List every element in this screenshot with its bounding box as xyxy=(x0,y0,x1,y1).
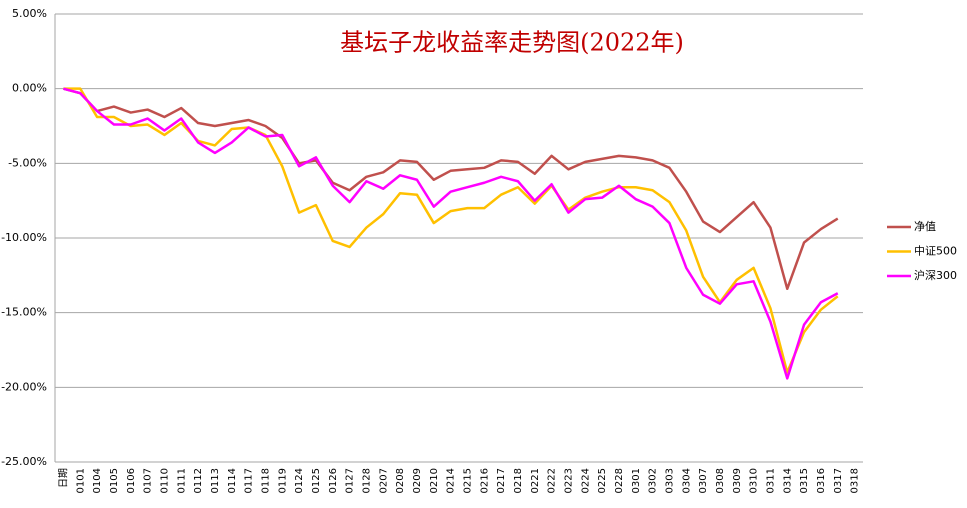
y-tick-label: -25.00% xyxy=(1,455,47,468)
x-tick-label: 0110 xyxy=(159,468,170,493)
x-tick-label: 0112 xyxy=(193,468,204,493)
x-tick-label: 0111 xyxy=(176,468,187,493)
legend-label: 净值 xyxy=(914,219,936,233)
x-tick-label: 0316 xyxy=(816,468,827,493)
x-tick-label: 0105 xyxy=(109,468,120,493)
x-tick-label: 0104 xyxy=(92,468,103,493)
x-tick-label: 0125 xyxy=(311,468,322,493)
x-tick-label: 0308 xyxy=(715,468,726,493)
x-tick-label: 0126 xyxy=(328,468,339,493)
x-tick-label: 0311 xyxy=(765,468,776,493)
x-tick-label: 0117 xyxy=(244,468,255,493)
y-tick-label: 0.00% xyxy=(12,82,47,95)
x-tick-label: 0124 xyxy=(294,468,305,493)
x-tick-label: 0303 xyxy=(664,468,675,493)
x-tick-label: 0310 xyxy=(749,468,760,493)
x-tick-label: 0209 xyxy=(412,468,423,493)
x-tick-label: 0318 xyxy=(850,468,861,493)
legend-label: 沪深300 xyxy=(914,268,957,282)
x-tick-label: 0222 xyxy=(547,468,558,493)
x-tick-label: 0207 xyxy=(378,468,389,493)
series-line xyxy=(63,87,839,380)
y-tick-label: -10.00% xyxy=(1,231,47,244)
x-tick-label: 0113 xyxy=(210,468,221,493)
x-tick-label: 0317 xyxy=(833,468,844,493)
x-tick-label: 0215 xyxy=(462,468,473,493)
x-tick-label: 0114 xyxy=(227,468,238,493)
x-tick-label: 0218 xyxy=(513,468,524,493)
x-tick-label: 0217 xyxy=(496,468,507,493)
y-tick-label: -15.00% xyxy=(1,306,47,319)
x-tick-label: 0223 xyxy=(563,468,574,493)
x-tick-label: 0107 xyxy=(143,468,154,493)
x-tick-label: 0302 xyxy=(648,468,659,493)
x-tick-label: 0301 xyxy=(631,468,642,493)
y-tick-label: 5.00% xyxy=(12,7,47,20)
legend-label: 中证500 xyxy=(914,245,957,258)
y-tick-label: -20.00% xyxy=(1,380,47,393)
x-tick-label: 0119 xyxy=(277,468,288,493)
x-tick-label: 0106 xyxy=(126,468,137,493)
x-tick-label: 0216 xyxy=(479,468,490,493)
x-tick-label: 0309 xyxy=(732,468,743,493)
x-tick-label: 0210 xyxy=(429,468,440,493)
x-tick-label: 0208 xyxy=(395,468,406,493)
x-tick-label: 0127 xyxy=(345,468,356,493)
x-tick-label: 0118 xyxy=(260,468,271,493)
y-tick-label: -5.00% xyxy=(8,156,47,169)
x-tick-label: 0228 xyxy=(614,468,625,493)
x-tick-label: 0307 xyxy=(698,468,709,493)
x-tick-label: 0101 xyxy=(75,468,86,493)
x-tick-label: 0304 xyxy=(681,468,692,493)
x-tick-label: 0128 xyxy=(361,468,372,493)
x-tick-label: 0315 xyxy=(799,468,810,493)
x-tick-label: 日期 xyxy=(57,468,69,488)
x-tick-label: 0225 xyxy=(597,468,608,493)
chart-title: 基坛子龙收益率走势图(2022年) xyxy=(340,29,684,57)
x-tick-label: 0214 xyxy=(446,468,457,493)
x-tick-label: 0221 xyxy=(530,468,541,493)
series-line xyxy=(63,87,839,291)
x-tick-label: 0314 xyxy=(782,468,793,493)
x-tick-label: 0224 xyxy=(580,468,591,493)
